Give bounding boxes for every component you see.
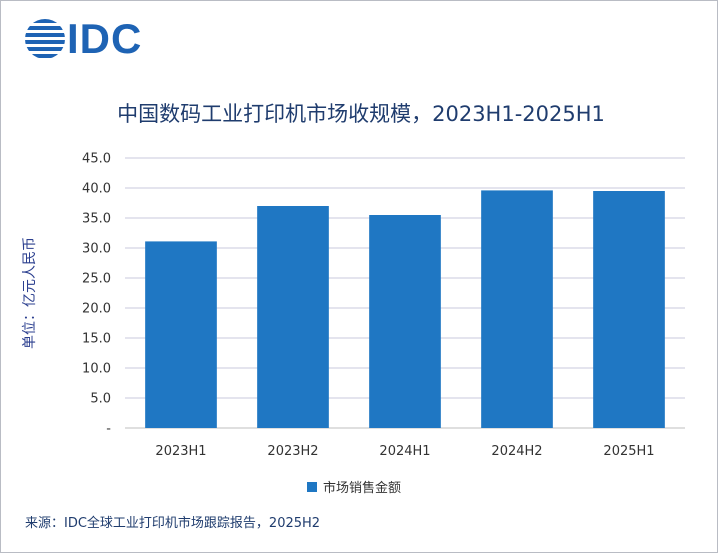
y-tick-label: 5.0 <box>90 392 111 407</box>
legend-label: 市场销售金额 <box>323 481 402 496</box>
x-tick-label: 2023H2 <box>267 444 318 459</box>
y-tick-label: - <box>106 422 111 437</box>
y-tick-label: 25.0 <box>82 272 111 287</box>
y-tick-label: 20.0 <box>82 302 111 317</box>
y-tick-label: 45.0 <box>82 152 111 167</box>
legend-swatch <box>307 481 317 492</box>
y-axis-label: 单位：亿元人民币 <box>22 237 38 349</box>
idc-logo <box>25 19 65 58</box>
y-tick-label: 15.0 <box>82 332 111 347</box>
source-note: 来源：IDC全球工业打印机市场跟踪报告，2025H2 <box>25 516 321 531</box>
globe-icon <box>25 19 65 58</box>
bar <box>481 190 553 428</box>
bar <box>593 191 665 428</box>
logo-wordmark: IDC <box>67 15 143 62</box>
x-tick-label: 2025H1 <box>603 444 654 459</box>
x-tick-label: 2023H1 <box>155 444 206 459</box>
chart-title: 中国数码工业打印机市场收规模，2023H1-2025H1 <box>117 102 605 126</box>
bar <box>145 241 217 428</box>
bar <box>369 215 441 428</box>
bar <box>257 206 329 428</box>
y-tick-label: 10.0 <box>82 362 111 377</box>
legend: 市场销售金额 <box>307 477 401 496</box>
y-tick-label: 30.0 <box>82 242 111 257</box>
x-tick-label: 2024H1 <box>379 444 430 459</box>
y-tick-label: 40.0 <box>82 182 111 197</box>
x-tick-label: 2024H2 <box>491 444 542 459</box>
y-tick-label: 35.0 <box>82 212 111 227</box>
